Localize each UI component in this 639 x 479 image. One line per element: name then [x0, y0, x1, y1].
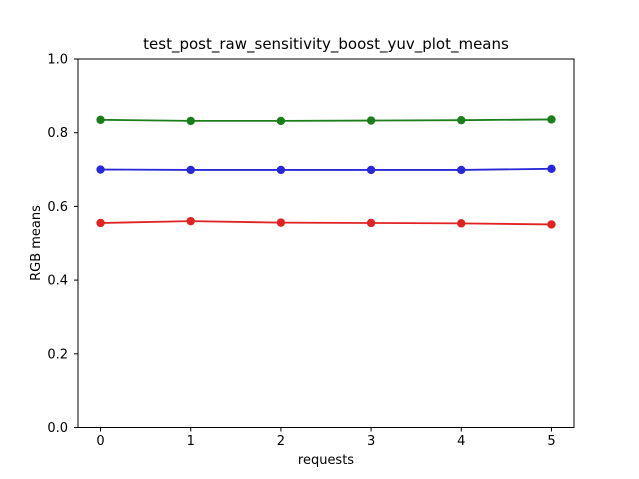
blue-line-marker [96, 165, 105, 174]
red-line-marker [366, 218, 376, 228]
green-line-marker [276, 116, 286, 126]
red-line-marker [96, 218, 105, 228]
blue-line-marker [366, 165, 376, 175]
y-tick-label: 0.6 [47, 200, 68, 215]
y-tick-label: 0.0 [47, 421, 68, 436]
green-line [100, 118, 552, 122]
y-tick-label: 0.4 [47, 274, 68, 289]
red-line-marker [276, 218, 286, 227]
chart-title: test_post_raw_sensitivity_boost_yuv_plot… [143, 35, 509, 54]
x-tick-label: 4 [457, 434, 465, 449]
blue-line-marker [547, 164, 556, 174]
blue-line-marker [186, 165, 195, 175]
blue-line-marker [457, 165, 466, 175]
red-line-marker [457, 219, 466, 228]
x-tick-label: 3 [367, 434, 375, 449]
plot-area: 0 1 2 3 4 5 0.0 0.2 0.4 0.6 0.8 1.0 [47, 53, 575, 449]
green-line-marker [547, 115, 556, 124]
green-line-marker [96, 115, 105, 125]
x-tick-label: 5 [547, 434, 555, 449]
x-tick-label: 0 [96, 434, 104, 449]
y-tick-label: 0.8 [47, 126, 68, 141]
axes-spines [77, 58, 575, 428]
blue-line-marker [276, 165, 286, 175]
y-axis-label: RGB means [29, 205, 44, 281]
green-line-marker [186, 116, 195, 126]
blue-line [100, 167, 552, 171]
red-line-marker [186, 216, 195, 226]
x-tick-label: 1 [187, 434, 195, 449]
red-line-marker [547, 220, 556, 229]
y-tick-label: 0.2 [47, 347, 68, 362]
x-axis-label: requests [298, 453, 354, 468]
y-tick-label: 1.0 [47, 53, 68, 68]
red-line [100, 220, 552, 226]
green-line-marker [366, 116, 376, 125]
x-tick-label: 2 [277, 434, 285, 449]
green-line-marker [457, 115, 466, 125]
